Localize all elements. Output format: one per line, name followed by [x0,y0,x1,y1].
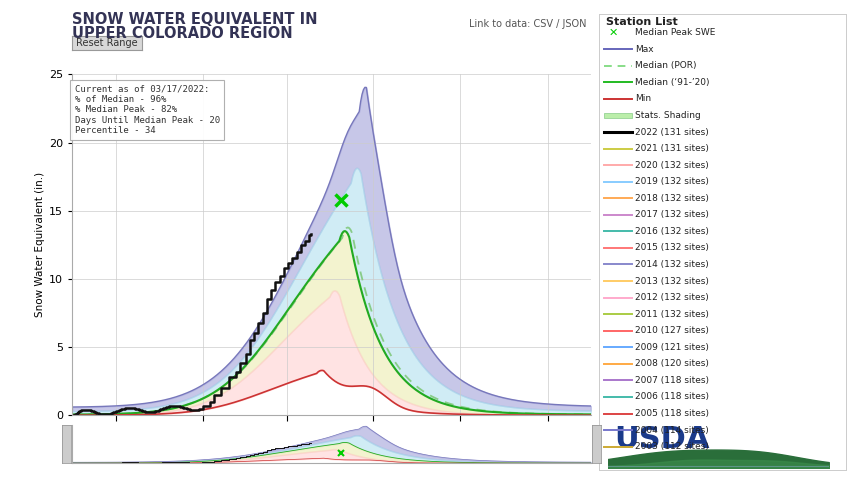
Text: Max: Max [635,45,654,54]
Y-axis label: Snow Water Equivalent (in.): Snow Water Equivalent (in.) [35,172,45,317]
Text: 2006 (118 sites): 2006 (118 sites) [635,393,709,401]
Text: 2011 (132 sites): 2011 (132 sites) [635,310,709,319]
Text: Link to data: CSV / JSON: Link to data: CSV / JSON [469,19,586,29]
Text: SNOW WATER EQUIVALENT IN: SNOW WATER EQUIVALENT IN [72,12,318,27]
Text: 2010 (127 sites): 2010 (127 sites) [635,326,709,335]
Text: 2019 (132 sites): 2019 (132 sites) [635,177,709,186]
Text: 2008 (120 sites): 2008 (120 sites) [635,360,709,368]
Text: ✕: ✕ [609,28,618,37]
Text: Station List: Station List [606,17,677,27]
Text: 2022 (131 sites): 2022 (131 sites) [635,128,709,136]
Text: Median (POR): Median (POR) [635,61,696,70]
Text: 2005 (118 sites): 2005 (118 sites) [635,409,709,418]
Text: Reset Range: Reset Range [76,38,138,48]
Text: 2015 (132 sites): 2015 (132 sites) [635,243,709,252]
Text: USDA: USDA [615,425,710,454]
Text: UPPER COLORADO REGION: UPPER COLORADO REGION [72,26,293,41]
Text: 2003 (112 sites): 2003 (112 sites) [635,442,709,451]
Text: Median (‘91-’20): Median (‘91-’20) [635,78,710,87]
Text: 2009 (121 sites): 2009 (121 sites) [635,343,709,352]
Text: Stats. Shading: Stats. Shading [635,111,700,120]
Text: 2004 (114 sites): 2004 (114 sites) [635,426,709,434]
Text: 2007 (118 sites): 2007 (118 sites) [635,376,709,385]
Text: Current as of 03/17/2022:
% of Median - 96%
% Median Peak - 82%
Days Until Media: Current as of 03/17/2022: % of Median - … [75,84,220,135]
Text: 2014 (132 sites): 2014 (132 sites) [635,260,709,269]
Text: Min: Min [635,95,651,103]
Text: 2020 (132 sites): 2020 (132 sites) [635,161,709,169]
Text: Median Peak SWE: Median Peak SWE [635,28,716,37]
Text: 2021 (131 sites): 2021 (131 sites) [635,144,709,153]
Text: 2017 (132 sites): 2017 (132 sites) [635,210,709,219]
Text: 2012 (132 sites): 2012 (132 sites) [635,293,709,302]
Text: 2013 (132 sites): 2013 (132 sites) [635,276,709,286]
Text: 2016 (132 sites): 2016 (132 sites) [635,227,709,236]
Text: 2018 (132 sites): 2018 (132 sites) [635,194,709,203]
